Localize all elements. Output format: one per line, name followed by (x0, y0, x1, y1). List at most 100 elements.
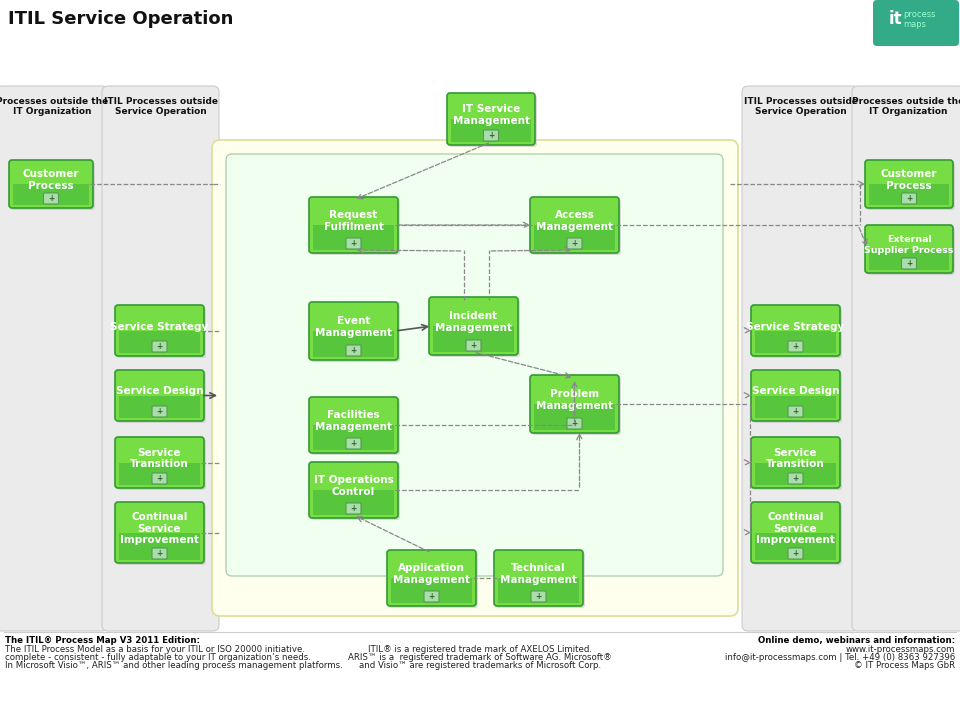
FancyBboxPatch shape (117, 372, 206, 423)
Text: Customer
Process: Customer Process (23, 169, 80, 191)
FancyBboxPatch shape (115, 305, 204, 356)
FancyBboxPatch shape (865, 225, 953, 273)
FancyBboxPatch shape (0, 86, 108, 631)
FancyBboxPatch shape (788, 341, 803, 352)
FancyBboxPatch shape (119, 396, 200, 418)
FancyBboxPatch shape (530, 375, 619, 433)
Text: ITIL Processes outside
Service Operation: ITIL Processes outside Service Operation (104, 97, 218, 116)
FancyBboxPatch shape (496, 552, 585, 608)
Text: process
maps: process maps (903, 10, 935, 30)
FancyBboxPatch shape (873, 0, 959, 46)
FancyBboxPatch shape (391, 578, 472, 603)
Text: In Microsoft Visio™, ARIS™ and other leading process management platforms.: In Microsoft Visio™, ARIS™ and other lea… (5, 661, 343, 670)
Text: The ITIL Process Model as a basis for your ITIL or ISO 20000 initiative.: The ITIL Process Model as a basis for yo… (5, 645, 305, 654)
FancyBboxPatch shape (346, 438, 361, 449)
FancyBboxPatch shape (532, 377, 621, 435)
Text: Service
Transition: Service Transition (766, 448, 825, 470)
FancyBboxPatch shape (466, 340, 481, 351)
FancyBboxPatch shape (755, 396, 836, 418)
FancyBboxPatch shape (751, 305, 840, 356)
FancyBboxPatch shape (534, 404, 615, 430)
Text: Service
Transition: Service Transition (131, 448, 189, 470)
FancyBboxPatch shape (449, 95, 537, 147)
FancyBboxPatch shape (755, 462, 836, 485)
FancyBboxPatch shape (11, 162, 95, 210)
Text: Online demo, webinars and information:: Online demo, webinars and information: (757, 636, 955, 645)
FancyBboxPatch shape (309, 197, 398, 253)
Text: +: + (350, 346, 356, 355)
FancyBboxPatch shape (152, 548, 167, 559)
Text: +: + (350, 504, 356, 513)
FancyBboxPatch shape (115, 437, 204, 488)
FancyBboxPatch shape (313, 425, 394, 450)
Text: +: + (571, 419, 578, 428)
FancyBboxPatch shape (867, 162, 955, 210)
FancyBboxPatch shape (788, 473, 803, 484)
Text: +: + (792, 407, 799, 416)
FancyBboxPatch shape (152, 406, 167, 417)
FancyBboxPatch shape (869, 184, 949, 205)
FancyBboxPatch shape (788, 406, 803, 417)
FancyBboxPatch shape (755, 331, 836, 353)
FancyBboxPatch shape (9, 160, 93, 208)
Text: +: + (428, 592, 435, 601)
Text: ARIS™ is a  registered trademark of Software AG. Microsoft®: ARIS™ is a registered trademark of Softw… (348, 653, 612, 662)
FancyBboxPatch shape (311, 399, 400, 455)
FancyBboxPatch shape (346, 503, 361, 514)
Text: +: + (350, 439, 356, 448)
FancyBboxPatch shape (867, 227, 955, 275)
FancyBboxPatch shape (119, 331, 200, 353)
FancyBboxPatch shape (346, 345, 361, 356)
FancyBboxPatch shape (530, 197, 619, 253)
FancyBboxPatch shape (387, 550, 476, 606)
FancyBboxPatch shape (117, 439, 206, 490)
FancyBboxPatch shape (311, 199, 400, 255)
Text: Continual
Service
Improvement: Continual Service Improvement (120, 512, 199, 545)
FancyBboxPatch shape (152, 341, 167, 352)
FancyBboxPatch shape (755, 532, 836, 560)
FancyBboxPatch shape (498, 578, 579, 603)
FancyBboxPatch shape (389, 552, 478, 608)
Text: Service Design: Service Design (752, 386, 839, 396)
Text: +: + (350, 239, 356, 248)
Text: complete - consistent - fully adaptable to your IT organization’s needs.: complete - consistent - fully adaptable … (5, 653, 311, 662)
Text: +: + (156, 549, 162, 558)
Text: +: + (536, 592, 541, 601)
Text: ITIL® is a registered trade mark of AXELOS Limited.: ITIL® is a registered trade mark of AXEL… (368, 645, 592, 654)
Text: IT Service
Management: IT Service Management (452, 104, 530, 125)
FancyBboxPatch shape (309, 462, 398, 518)
Text: +: + (470, 341, 476, 350)
FancyBboxPatch shape (901, 193, 917, 204)
Text: Continual
Service
Improvement: Continual Service Improvement (756, 512, 835, 545)
FancyBboxPatch shape (433, 326, 514, 352)
FancyBboxPatch shape (534, 225, 615, 250)
FancyBboxPatch shape (753, 439, 842, 490)
Text: Technical
Management: Technical Management (500, 563, 577, 585)
Text: +: + (792, 342, 799, 351)
FancyBboxPatch shape (313, 225, 394, 250)
Text: Incident
Management: Incident Management (435, 311, 512, 333)
Text: Request
Fulfilment: Request Fulfilment (324, 210, 383, 232)
Text: +: + (792, 474, 799, 483)
FancyBboxPatch shape (751, 437, 840, 488)
Text: +: + (571, 239, 578, 248)
Text: it: it (889, 10, 902, 28)
Text: IT Operations
Control: IT Operations Control (314, 475, 394, 497)
Text: +: + (156, 342, 162, 351)
Text: Service Strategy: Service Strategy (110, 321, 208, 331)
FancyBboxPatch shape (309, 397, 398, 453)
FancyBboxPatch shape (788, 548, 803, 559)
Text: External
Supplier Process: External Supplier Process (864, 235, 953, 255)
Text: ITIL Processes outside
Service Operation: ITIL Processes outside Service Operation (743, 97, 857, 116)
FancyBboxPatch shape (313, 490, 394, 515)
FancyBboxPatch shape (484, 130, 498, 141)
FancyBboxPatch shape (115, 502, 204, 563)
FancyBboxPatch shape (532, 199, 621, 255)
Text: Processes outside the
IT Organization: Processes outside the IT Organization (0, 97, 108, 116)
Text: The ITIL® Process Map V3 2011 Edition:: The ITIL® Process Map V3 2011 Edition: (5, 636, 200, 645)
FancyBboxPatch shape (451, 119, 531, 142)
FancyBboxPatch shape (311, 464, 400, 520)
FancyBboxPatch shape (751, 502, 840, 563)
FancyBboxPatch shape (212, 140, 738, 616)
FancyBboxPatch shape (869, 249, 949, 270)
